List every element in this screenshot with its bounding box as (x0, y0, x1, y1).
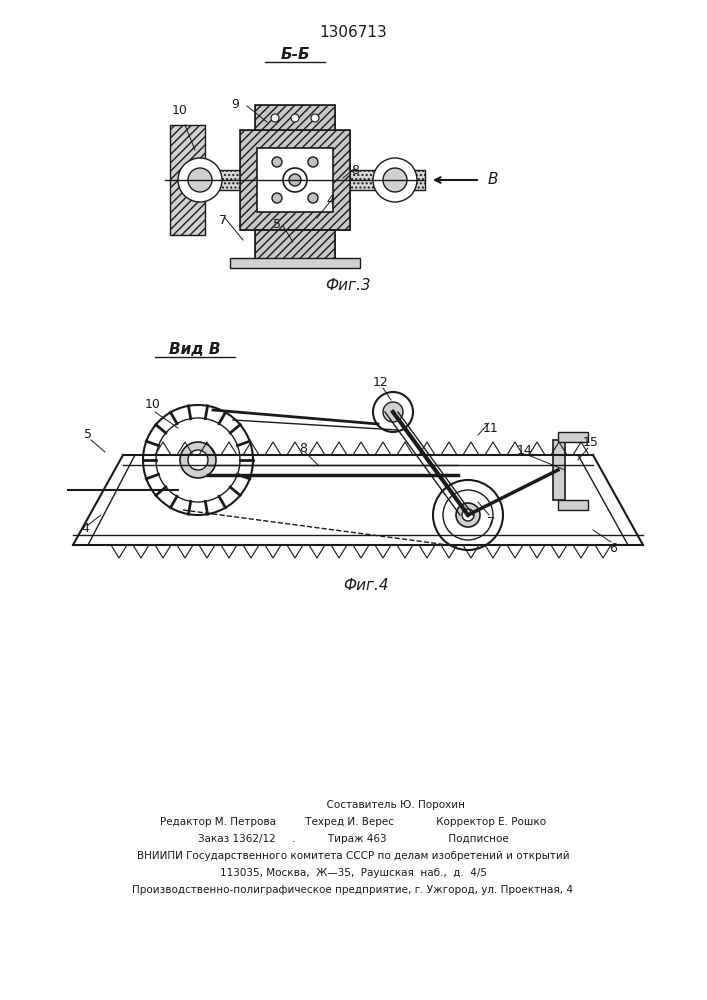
Text: 4: 4 (326, 194, 334, 207)
Text: Фиг.4: Фиг.4 (343, 578, 389, 592)
Circle shape (308, 157, 318, 167)
Bar (255, 105, 335, 130)
Text: ВНИИПИ Государственного комитета СССР по делам изобретений и открытий: ВНИИПИ Государственного комитета СССР по… (136, 851, 569, 861)
Bar (255, 230, 335, 265)
Text: 7: 7 (487, 516, 495, 528)
Circle shape (188, 450, 208, 470)
Bar (205, 170, 425, 190)
Circle shape (188, 168, 212, 192)
Text: 7: 7 (219, 214, 227, 227)
Bar (240, 130, 350, 230)
Circle shape (456, 503, 480, 527)
Circle shape (143, 405, 253, 515)
Bar (558, 500, 588, 510)
Text: Редактор М. Петрова         Техред И. Верес             Корректор Е. Рошко: Редактор М. Петрова Техред И. Верес Корр… (160, 817, 546, 827)
Bar (255, 105, 335, 130)
Circle shape (311, 114, 319, 122)
Circle shape (180, 442, 216, 478)
Text: 15: 15 (583, 436, 599, 448)
Circle shape (289, 174, 301, 186)
Circle shape (308, 193, 318, 203)
Text: 6: 6 (609, 542, 617, 554)
Bar (230, 258, 360, 268)
Circle shape (383, 402, 403, 422)
Text: Фиг.3: Фиг.3 (325, 277, 370, 292)
Bar (240, 130, 350, 230)
Bar (205, 170, 425, 190)
Circle shape (291, 114, 299, 122)
Text: Б-Б: Б-Б (280, 47, 310, 62)
Circle shape (373, 158, 417, 202)
Text: Составитель Ю. Порохин: Составитель Ю. Порохин (242, 800, 464, 810)
FancyBboxPatch shape (170, 125, 205, 235)
Text: 8: 8 (299, 442, 307, 454)
Text: 10: 10 (172, 104, 188, 116)
Text: 12: 12 (373, 375, 389, 388)
Circle shape (272, 157, 282, 167)
Circle shape (283, 168, 307, 192)
Circle shape (373, 392, 413, 432)
Text: 113035, Москва,  Ж—35,  Раушская  наб.,  д.  4/5: 113035, Москва, Ж—35, Раушская наб., д. … (219, 868, 486, 878)
Circle shape (462, 509, 474, 521)
Text: 14: 14 (517, 444, 533, 456)
Circle shape (271, 114, 279, 122)
Text: Вид В: Вид В (169, 342, 221, 357)
Text: 5: 5 (84, 428, 92, 442)
Circle shape (433, 480, 503, 550)
Circle shape (178, 158, 222, 202)
Text: 9: 9 (231, 99, 239, 111)
Bar (257, 148, 333, 212)
Circle shape (272, 193, 282, 203)
Circle shape (383, 168, 407, 192)
Text: 8: 8 (351, 163, 359, 176)
Text: 10: 10 (145, 398, 161, 412)
Bar (558, 432, 588, 442)
Text: 11: 11 (483, 422, 499, 434)
Text: 4: 4 (81, 522, 89, 534)
Text: 5: 5 (273, 219, 281, 232)
Text: В: В (488, 172, 498, 188)
Text: 1306713: 1306713 (319, 25, 387, 40)
Bar (255, 230, 335, 265)
Text: Производственно-полиграфическое предприятие, г. Ужгород, ул. Проектная, 4: Производственно-полиграфическое предприя… (132, 885, 573, 895)
Text: Заказ 1362/12     .          Тираж 463                   Подписное: Заказ 1362/12 . Тираж 463 Подписное (198, 834, 508, 844)
Bar (553, 440, 565, 500)
